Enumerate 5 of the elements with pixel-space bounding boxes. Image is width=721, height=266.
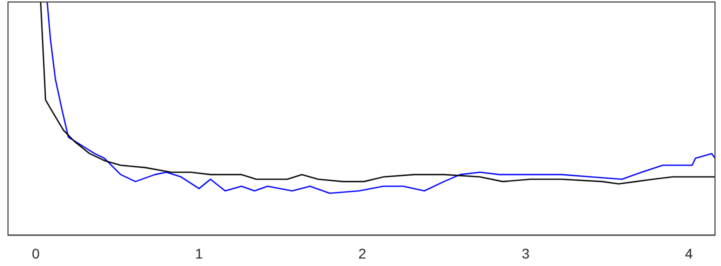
- x-tick-label: 2: [358, 245, 366, 262]
- x-tick-label: 0: [32, 245, 40, 262]
- x-tick-label: 1: [195, 245, 204, 262]
- x-tick-label: 3: [522, 245, 530, 262]
- x-tick-label: 4: [684, 245, 693, 262]
